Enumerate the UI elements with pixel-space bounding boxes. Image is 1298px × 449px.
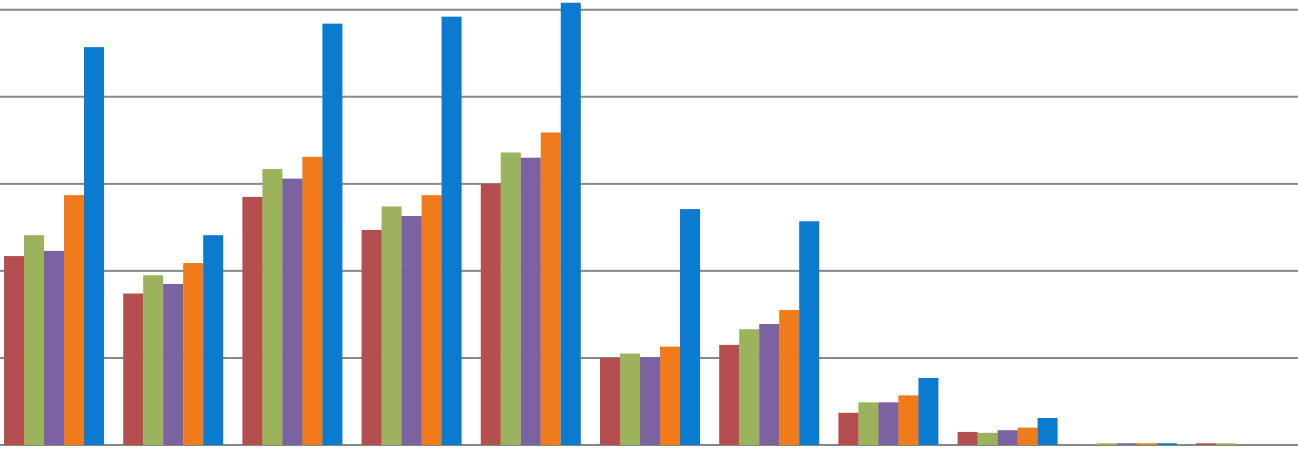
bar xyxy=(44,250,64,445)
bar xyxy=(977,432,998,445)
bar xyxy=(540,132,561,446)
bar xyxy=(799,221,820,445)
bar xyxy=(957,431,978,445)
bar xyxy=(779,310,800,445)
bar xyxy=(421,195,442,445)
bar xyxy=(262,169,283,445)
bar xyxy=(878,402,899,445)
bar xyxy=(640,357,660,445)
bar xyxy=(143,275,164,445)
bar xyxy=(203,235,224,445)
bar xyxy=(680,209,700,445)
bar xyxy=(719,344,740,445)
bar xyxy=(1196,443,1216,445)
bar xyxy=(361,229,382,445)
bar xyxy=(4,256,24,445)
bar xyxy=(1037,418,1058,445)
bar xyxy=(1156,443,1177,445)
bar xyxy=(500,152,521,445)
bar xyxy=(620,353,640,445)
bar xyxy=(660,346,680,445)
bar xyxy=(24,235,44,445)
bar xyxy=(520,157,541,446)
bar xyxy=(401,216,422,445)
bar xyxy=(1136,443,1157,445)
bar xyxy=(997,430,1018,445)
bar xyxy=(441,16,462,445)
bar xyxy=(838,412,859,445)
bar xyxy=(84,47,104,446)
bar xyxy=(1116,443,1137,445)
bar xyxy=(242,196,263,445)
bar xyxy=(600,357,620,445)
bar xyxy=(302,156,323,445)
bar xyxy=(560,2,581,445)
bar xyxy=(1096,443,1117,445)
bar xyxy=(183,263,204,445)
bar xyxy=(1216,443,1236,445)
bar xyxy=(381,206,402,445)
bar xyxy=(918,377,939,445)
bar xyxy=(163,283,184,445)
bar xyxy=(739,329,760,445)
bar xyxy=(480,183,501,445)
bar xyxy=(123,293,144,445)
bar xyxy=(322,23,343,446)
bar xyxy=(282,178,303,445)
bar xyxy=(64,195,84,445)
bar xyxy=(759,323,780,445)
bar xyxy=(858,402,879,445)
bar xyxy=(1017,427,1038,445)
bar xyxy=(898,395,919,445)
